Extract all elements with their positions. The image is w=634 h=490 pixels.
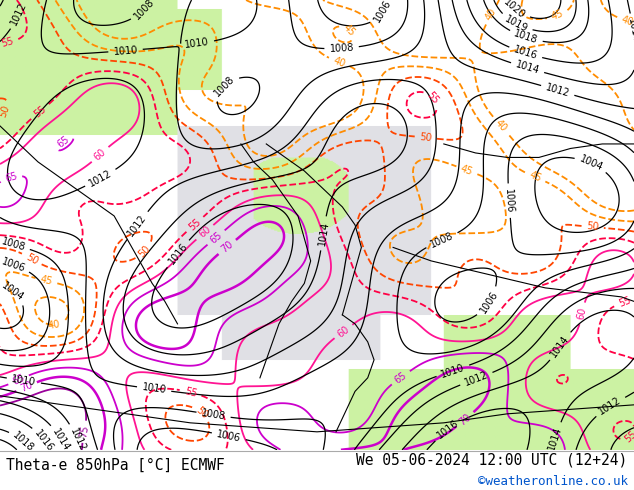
- Text: 40: 40: [484, 7, 498, 23]
- Text: 1006: 1006: [478, 289, 500, 315]
- Text: 1008: 1008: [133, 0, 157, 21]
- Text: 1014: 1014: [549, 333, 571, 359]
- Text: 1019: 1019: [503, 14, 529, 34]
- Text: Theta-e 850hPa [°C] ECMWF: Theta-e 850hPa [°C] ECMWF: [6, 458, 225, 472]
- Text: 65: 65: [393, 370, 409, 385]
- Text: 60: 60: [576, 306, 588, 320]
- Text: 1010: 1010: [113, 45, 138, 56]
- Text: 1018: 1018: [513, 29, 539, 46]
- Text: 45: 45: [342, 23, 357, 38]
- Text: 55: 55: [32, 104, 48, 120]
- Text: 1020: 1020: [502, 0, 527, 21]
- Text: 40: 40: [620, 14, 634, 27]
- Text: 1012: 1012: [545, 82, 571, 98]
- Text: 45: 45: [527, 170, 543, 184]
- Text: 1012: 1012: [10, 0, 29, 27]
- Text: 55: 55: [183, 386, 198, 399]
- Text: 55: 55: [617, 295, 632, 309]
- Text: 1014: 1014: [50, 427, 72, 453]
- Text: 65: 65: [56, 134, 72, 149]
- Text: 1006: 1006: [373, 0, 394, 24]
- Text: 1006: 1006: [503, 188, 515, 213]
- Text: 65: 65: [208, 230, 224, 245]
- Text: 1016: 1016: [436, 418, 461, 441]
- Text: 60: 60: [335, 324, 351, 339]
- Text: 1012: 1012: [68, 426, 87, 453]
- Text: 45: 45: [460, 163, 474, 177]
- Text: 50: 50: [194, 405, 210, 420]
- Text: 1014: 1014: [316, 220, 330, 246]
- Text: 1016: 1016: [166, 241, 190, 266]
- Text: 1014: 1014: [514, 60, 541, 76]
- Text: 45: 45: [550, 9, 566, 23]
- Text: 45: 45: [39, 274, 54, 287]
- Text: 50: 50: [419, 132, 432, 143]
- Text: 1014: 1014: [626, 18, 634, 44]
- Text: 55: 55: [187, 217, 203, 232]
- Text: 70: 70: [457, 412, 473, 427]
- Text: 1012: 1012: [126, 213, 148, 238]
- Text: 1008: 1008: [201, 408, 226, 422]
- Text: 1008: 1008: [212, 74, 236, 98]
- Text: 50: 50: [136, 244, 152, 259]
- Text: 50: 50: [24, 252, 39, 267]
- Text: 1008: 1008: [429, 230, 455, 250]
- Text: 1016: 1016: [33, 428, 56, 454]
- Text: 1012: 1012: [463, 369, 489, 388]
- Text: 1016: 1016: [512, 45, 539, 61]
- Text: 60: 60: [92, 147, 108, 162]
- Text: 65: 65: [11, 373, 26, 387]
- Text: 40: 40: [47, 318, 61, 331]
- Text: 1008: 1008: [329, 43, 354, 54]
- Text: ©weatheronline.co.uk: ©weatheronline.co.uk: [477, 475, 628, 488]
- Text: 75: 75: [79, 425, 91, 439]
- Text: 40: 40: [493, 117, 508, 133]
- Text: 50: 50: [586, 221, 599, 233]
- Text: 50: 50: [0, 104, 11, 119]
- Text: 1010: 1010: [184, 37, 210, 50]
- Text: 1004: 1004: [578, 154, 604, 173]
- Text: 1006: 1006: [216, 429, 242, 443]
- Text: 70: 70: [19, 380, 34, 394]
- Text: 1008: 1008: [0, 236, 27, 253]
- Text: 1004: 1004: [0, 281, 25, 303]
- Text: 40: 40: [332, 55, 347, 69]
- Text: 1010: 1010: [141, 383, 167, 395]
- Text: 1010: 1010: [439, 362, 466, 379]
- Text: 65: 65: [4, 171, 18, 184]
- Text: 1012: 1012: [597, 395, 623, 417]
- Text: 1010: 1010: [11, 374, 37, 388]
- Text: 55: 55: [0, 36, 15, 49]
- Text: 1012: 1012: [87, 168, 113, 189]
- Text: 1014: 1014: [547, 425, 564, 452]
- Text: 55: 55: [623, 428, 634, 444]
- Text: 55: 55: [425, 90, 441, 106]
- Text: 70: 70: [219, 239, 235, 255]
- Text: We 05-06-2024 12:00 UTC (12+24): We 05-06-2024 12:00 UTC (12+24): [356, 452, 628, 467]
- Text: 1006: 1006: [0, 256, 27, 274]
- Text: 60: 60: [197, 224, 213, 240]
- Text: 1018: 1018: [11, 430, 36, 454]
